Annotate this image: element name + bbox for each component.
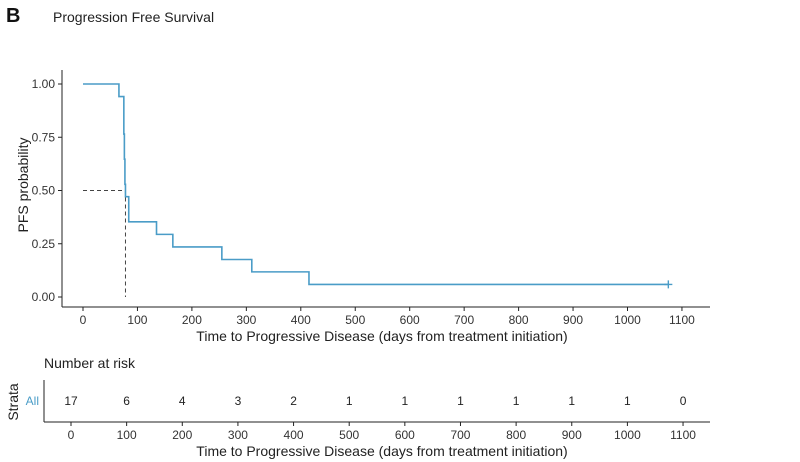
risk-x-tick-label: 700 — [450, 428, 470, 442]
x-tick-label: 500 — [345, 313, 365, 327]
median-lines — [83, 190, 126, 297]
y-tick-label: 0.50 — [32, 184, 56, 198]
risk-value: 6 — [123, 394, 130, 408]
x-tick-label: 100 — [127, 313, 147, 327]
x-tick-label: 900 — [563, 313, 583, 327]
risk-x-tick-label: 0 — [68, 428, 75, 442]
risk-table-y-label: Strata — [5, 383, 21, 421]
risk-strata-label: All — [26, 394, 39, 408]
plot-title: Progression Free Survival — [53, 9, 214, 25]
panel-label: B — [6, 5, 20, 27]
risk-value: 4 — [179, 394, 186, 408]
risk-x-tick-label: 1000 — [614, 428, 641, 442]
x-axis-label: Time to Progressive Disease (days from t… — [196, 328, 567, 344]
risk-x-tick-label: 800 — [506, 428, 526, 442]
risk-x-tick-label: 100 — [117, 428, 137, 442]
risk-value: 0 — [680, 394, 687, 408]
risk-value: 1 — [513, 394, 520, 408]
risk-x-tick-label: 400 — [284, 428, 304, 442]
km-plot: Progression Free Survival PFS probabilit… — [15, 9, 710, 344]
risk-value: 2 — [290, 394, 297, 408]
x-ticks: 0 100 200 300 400 500 600 700 800 900 1000 1100 — [80, 307, 695, 327]
x-tick-label: 0 — [80, 313, 87, 327]
x-tick-label: 1000 — [614, 313, 641, 327]
risk-x-tick-label: 300 — [228, 428, 248, 442]
x-tick-label: 700 — [454, 313, 474, 327]
y-ticks: 0.00 0.25 0.50 0.75 1.00 — [32, 77, 62, 304]
risk-x-tick-label: 600 — [395, 428, 415, 442]
x-tick-label: 800 — [509, 313, 529, 327]
y-tick-label: 1.00 — [32, 77, 56, 91]
censor-mark — [664, 280, 673, 289]
survival-curve — [83, 83, 669, 286]
risk-x-tick-label: 900 — [562, 428, 582, 442]
censor-marks — [664, 280, 673, 289]
x-tick-label: 300 — [236, 313, 256, 327]
risk-x-tick-label: 200 — [172, 428, 192, 442]
risk-x-tick-label: 1100 — [670, 428, 696, 442]
risk-x-ticks: 0 100 200 300 400 500 600 700 800 900 1000 1100 — [68, 422, 696, 442]
series-line-all — [83, 83, 669, 286]
y-tick-label: 0.25 — [32, 237, 56, 251]
risk-value: 17 — [64, 394, 78, 408]
risk-value: 1 — [346, 394, 353, 408]
risk-value: 1 — [624, 394, 631, 408]
y-tick-label: 0.00 — [32, 290, 56, 304]
risk-values: 17 6 4 3 2 1 1 1 1 1 1 0 — [64, 394, 686, 408]
y-axis-label: PFS probability — [15, 138, 31, 233]
risk-value: 1 — [401, 394, 408, 408]
risk-value: 3 — [235, 394, 242, 408]
x-tick-label: 400 — [291, 313, 311, 327]
x-tick-label: 200 — [182, 313, 202, 327]
x-tick-label: 600 — [400, 313, 420, 327]
x-tick-label: 1100 — [669, 313, 695, 327]
risk-value: 1 — [457, 394, 464, 408]
risk-table-title: Number at risk — [44, 355, 136, 371]
risk-table: Number at risk Strata All 17 6 4 3 2 1 1 1 1 1 1 0 … — [5, 355, 710, 459]
y-tick-label: 0.75 — [32, 130, 56, 144]
risk-x-tick-label: 500 — [339, 428, 359, 442]
risk-value: 1 — [568, 394, 575, 408]
risk-x-axis-label: Time to Progressive Disease (days from t… — [196, 443, 567, 459]
